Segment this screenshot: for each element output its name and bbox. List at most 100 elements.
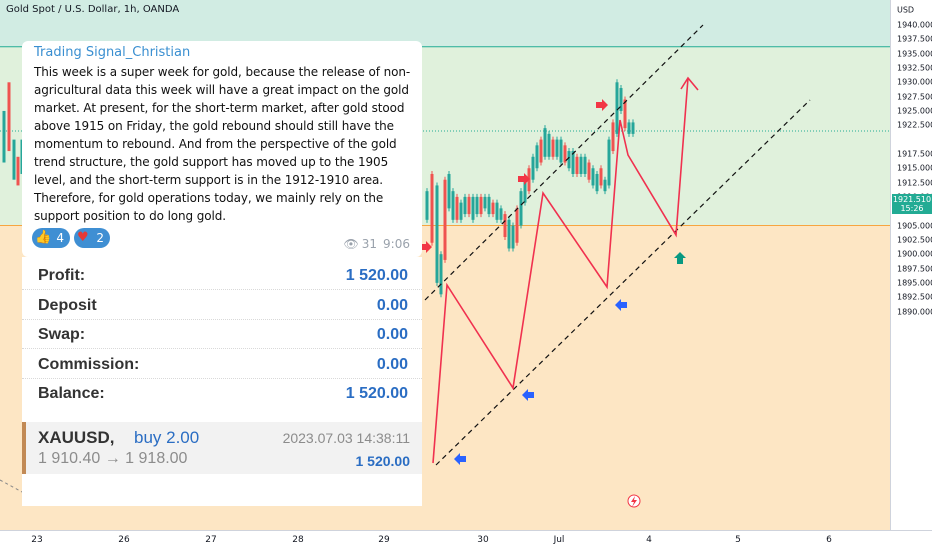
swap-row: Swap: 0.00 [22, 320, 422, 349]
row-label: Deposit [38, 297, 97, 314]
balance-row: Balance: 1 520.00 [22, 379, 422, 407]
blue-arrow-marker [454, 453, 466, 465]
price-tick-label: 1897.500 [897, 264, 932, 274]
projection-path [432, 77, 689, 464]
red-arrow-marker [420, 241, 432, 253]
lightning-icon [631, 496, 637, 507]
position-side: buy 2.00 [134, 428, 200, 447]
blue-arrow-marker [615, 299, 627, 311]
candle-body [12, 139, 16, 180]
candle-body [531, 156, 535, 180]
red-arrow-marker [518, 173, 530, 185]
message-meta: 👁 31 9:06 [338, 237, 410, 251]
deposit-row: Deposit 0.00 [22, 291, 422, 320]
left-dash-line [0, 479, 23, 493]
candle-body [559, 139, 563, 163]
candle-body [623, 99, 627, 129]
candle-body [611, 122, 615, 152]
message-author[interactable]: Trading Signal_Christian [34, 45, 191, 60]
candle-body [539, 139, 543, 163]
price-tick-label: 1895.000 [897, 278, 932, 288]
reaction-heart-button[interactable]: ♥ 2 [74, 228, 110, 248]
time-tick-label: 27 [205, 535, 217, 545]
position-row[interactable]: XAUUSD, buy 2.00 2023.07.03 14:38:11 1 9… [22, 422, 422, 474]
candle-body [579, 156, 583, 174]
price-tick-label: 1935.000 [897, 49, 932, 59]
candle-body [447, 173, 451, 209]
candle-body [7, 82, 11, 152]
candle-body [603, 179, 607, 192]
candle-body [519, 191, 523, 226]
price-tick-label: 1917.500 [897, 149, 932, 159]
candle-body [435, 185, 439, 283]
row-label: Swap: [38, 326, 86, 343]
current-price-label: 1921.510 [892, 195, 932, 204]
current-price-tag: 1921.510 15:26 [892, 194, 932, 214]
thumbs-up-icon: 👍 [35, 230, 52, 245]
price-tick-label: 1927.500 [897, 92, 932, 102]
candle-body [495, 202, 499, 220]
candle-body [483, 196, 487, 209]
candle-body [583, 156, 587, 174]
time-tick-label: 5 [735, 535, 741, 545]
view-count: 31 [361, 237, 378, 251]
candle-body [499, 208, 503, 220]
candle-body [555, 139, 559, 157]
candle-body [439, 254, 443, 295]
candle-body [631, 122, 635, 134]
candle-body [571, 151, 575, 174]
reaction-count: 2 [96, 231, 104, 245]
candle-body [567, 151, 571, 169]
candle-body [595, 173, 599, 192]
position-open-time: 2023.07.03 14:38:11 [282, 430, 410, 446]
row-value: 0.00 [376, 297, 408, 314]
row-label: Profit: [38, 267, 86, 284]
position-profit: 1 520.00 [355, 453, 411, 469]
candle-body [430, 173, 434, 243]
row-value: 1 520.00 [345, 267, 408, 284]
candle-body [443, 179, 447, 260]
price-tick-label: 1925.000 [897, 106, 932, 116]
candle-body [507, 219, 511, 249]
candle-body [455, 196, 459, 220]
commission-row: Commission: 0.00 [22, 350, 422, 379]
eye-icon: 👁 [343, 237, 359, 251]
time-tick-label: 23 [31, 535, 43, 545]
candle-body [471, 196, 475, 220]
row-value: 0.00 [376, 356, 408, 373]
candle-body [523, 179, 527, 203]
time-tick-label: Jul [553, 535, 565, 545]
candle-body [563, 145, 567, 163]
reaction-count: 4 [56, 231, 64, 245]
currency-label: USD [897, 5, 915, 15]
candle-body [2, 110, 6, 163]
telegram-message-card: Trading Signal_Christian This week is a … [22, 41, 422, 257]
candle-body [587, 162, 591, 180]
channel-lower-line [435, 99, 811, 466]
candle-body [515, 208, 519, 243]
candle-body [475, 196, 479, 215]
candle-body [627, 122, 631, 134]
candle-body [543, 128, 547, 157]
bar-countdown-label: 15:26 [900, 204, 924, 213]
price-tick-label: 1892.500 [897, 292, 932, 302]
candle-body [511, 225, 515, 249]
time-tick-label: 4 [646, 535, 652, 545]
candle-body [599, 168, 603, 186]
reaction-like-button[interactable]: 👍 4 [32, 228, 70, 248]
candle-body [463, 196, 467, 215]
price-tick-label: 1940.000 [897, 20, 932, 30]
candle-body [425, 191, 429, 220]
time-axis[interactable]: 23 26 27 28 29 30 Jul 4 5 6 [0, 530, 932, 551]
time-tick-label: 28 [292, 535, 304, 545]
candle-body [503, 214, 507, 238]
candle-body [615, 82, 619, 134]
time-tick-label: 6 [826, 535, 832, 545]
price-tick-label: 1890.000 [897, 307, 932, 316]
price-axis[interactable]: 1940.000 1937.500 1935.000 1932.500 1930.000… [890, 0, 932, 530]
price-tick-label: 1915.000 [897, 163, 932, 173]
candle-body [491, 202, 495, 215]
projection-arrowhead [680, 76, 699, 91]
candle-body [479, 196, 483, 215]
heart-icon: ♥ [77, 230, 89, 245]
